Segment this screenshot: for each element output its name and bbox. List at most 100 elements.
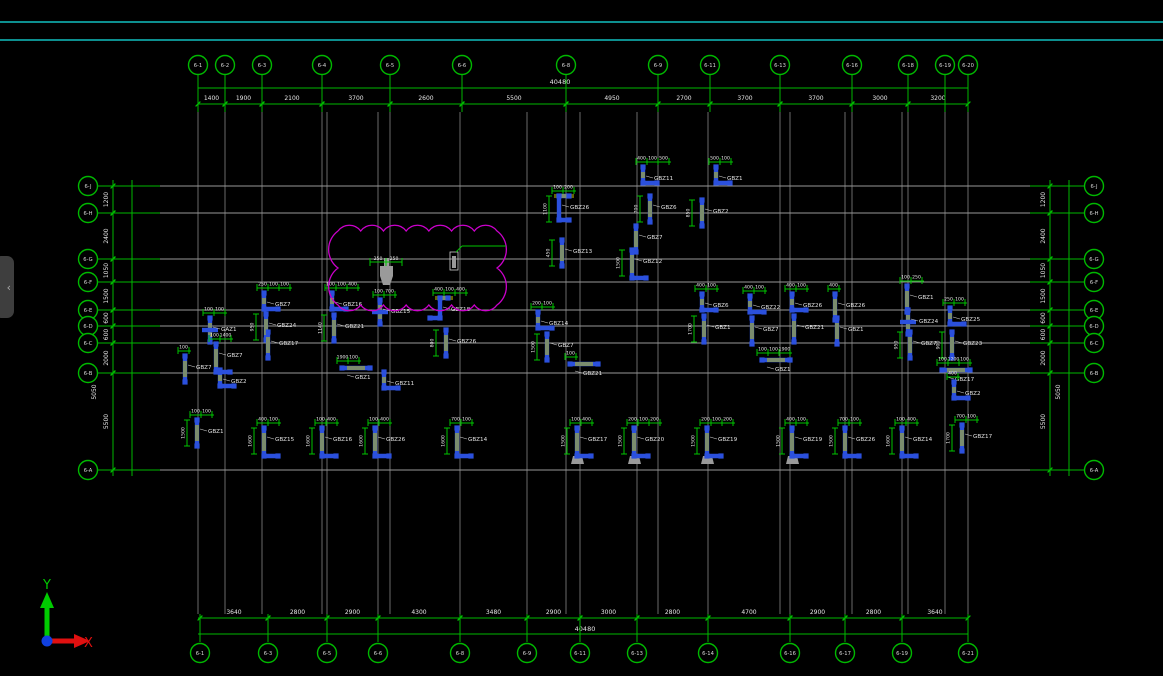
column-detail[interactable]: 100 1200 100 GBZ17: [936, 357, 975, 384]
grid-bubble[interactable]: 6-B: [77, 362, 99, 384]
column-detail[interactable]: 950 GBZ24: [250, 311, 297, 343]
grid-bubble[interactable]: 6-D: [77, 315, 99, 337]
column-detail[interactable]: 450 GBZ13: [546, 237, 593, 269]
grid-bubble[interactable]: 6-4: [311, 54, 333, 76]
grid-bubble[interactable]: 6-16: [841, 54, 863, 76]
column-detail[interactable]: 100 200 1100 GBZ26: [543, 185, 590, 223]
grid-bubble[interactable]: 6-C: [77, 332, 99, 354]
column-detail[interactable]: 1140 GBZ21: [318, 312, 365, 344]
column-detail[interactable]: 1500 GBZ7: [531, 331, 575, 363]
column-detail[interactable]: 200 100 200 1500 GBZ19: [691, 417, 738, 465]
column-detail[interactable]: 100 400 1500 GBZ17: [561, 417, 608, 465]
grid-bubble[interactable]: 6-3: [257, 642, 279, 664]
column-detail[interactable]: 700 100 1600 GBZ14: [441, 417, 488, 459]
column-detail[interactable]: GBZ2: [217, 367, 247, 389]
column-detail[interactable]: 950 GBZ7: [894, 329, 938, 361]
grid-bubble[interactable]: 6-H: [1083, 202, 1105, 224]
column-detail[interactable]: 100 1400 GBZ7: [208, 333, 243, 375]
grid-bubble[interactable]: 6-J: [1083, 175, 1105, 197]
column-detail[interactable]: 400 100 500 GBZ11: [635, 156, 674, 186]
grid-bubble[interactable]: 6-1: [187, 54, 209, 76]
column-detail[interactable]: 400 GBZ2: [946, 371, 981, 401]
column-detail[interactable]: 900 GBZ23: [936, 329, 983, 361]
column-detail[interactable]: GBZ11: [381, 369, 415, 391]
grid-bubble[interactable]: 6-20: [957, 54, 979, 76]
column-detail[interactable]: 850 GBZ2: [686, 197, 729, 229]
grid-bubble[interactable]: 6-F: [77, 271, 99, 293]
grid-bubble[interactable]: 6-3: [251, 54, 273, 76]
grid-bubble[interactable]: 6-F: [1083, 271, 1105, 293]
grid-bubble[interactable]: 6-16: [779, 642, 801, 664]
grid-bubble[interactable]: 6-14: [697, 642, 719, 664]
column-detail[interactable]: GBZ7: [749, 315, 779, 347]
grid-bubble[interactable]: 6-11: [699, 54, 721, 76]
grid-bubble[interactable]: 6-D: [1083, 315, 1105, 337]
column-detail[interactable]: 200 100 GBZ14: [530, 301, 569, 331]
grid-bubble[interactable]: 6-18: [897, 54, 919, 76]
grid-bubble[interactable]: 6-6: [367, 642, 389, 664]
revision-cloud[interactable]: 250 250: [328, 224, 507, 312]
column-detail[interactable]: 400 GBZ26: [827, 283, 866, 323]
grid-bubble[interactable]: 6-19: [891, 642, 913, 664]
column-detail[interactable]: 100 400 1600 GBZ14: [886, 417, 933, 459]
grid-bubble[interactable]: 6-13: [769, 54, 791, 76]
column-detail[interactable]: 400 100 1500 GBZ19: [776, 417, 823, 465]
column-detail[interactable]: 200 100 200 1500 GBZ20: [618, 417, 665, 465]
grid-bubble[interactable]: 6-5: [379, 54, 401, 76]
grid-bubble[interactable]: 6-21: [957, 642, 979, 664]
grid-bubble[interactable]: 6-19: [934, 54, 956, 76]
grid-bubble[interactable]: 6-5: [316, 642, 338, 664]
grid-bubble[interactable]: 6-11: [569, 642, 591, 664]
grid-bubble[interactable]: 6-2: [214, 54, 236, 76]
column-detail[interactable]: 1700 GBZ1: [688, 313, 732, 345]
column-detail[interactable]: 700 100 1700 GBZ17: [946, 414, 993, 454]
column-detail[interactable]: 400 100 GBZ22: [742, 285, 780, 315]
column-detail[interactable]: GBZ1: [834, 315, 864, 347]
column-detail[interactable]: 400 100 GBZ6: [694, 283, 729, 313]
grid-bubble[interactable]: 6-G: [77, 248, 99, 270]
grid-bubble[interactable]: 6-J: [77, 175, 99, 197]
column-detail[interactable]: GBZ21: [791, 313, 825, 345]
grid-bubble[interactable]: 6-A: [77, 459, 99, 481]
grid-bubble[interactable]: 6-9: [516, 642, 538, 664]
column-detail[interactable]: GBZ17: [265, 329, 299, 361]
column-detail[interactable]: 250 100 GBZ25: [942, 297, 981, 327]
column-detail[interactable]: GBZ7: [633, 223, 663, 255]
column-detail[interactable]: GBZ24: [900, 307, 939, 337]
grid-bubble[interactable]: 6-1: [189, 642, 211, 664]
column-detail[interactable]: 700 GBZ6: [634, 193, 678, 225]
grid-bubble[interactable]: 6-H: [77, 202, 99, 224]
column-detail[interactable]: 800 GBZ26: [430, 327, 477, 359]
column-detail[interactable]: 400 100 GBZ26: [784, 283, 823, 313]
column-detail[interactable]: 700 100 1500 GBZ26: [829, 417, 876, 459]
grid-bubble[interactable]: 6-9: [647, 54, 669, 76]
panel-collapse-tab[interactable]: ‹: [0, 256, 14, 318]
grid-bubble[interactable]: 6-6: [451, 54, 473, 76]
column-detail[interactable]: 100 100 1500 GBZ1: [181, 409, 225, 449]
grid-bubble[interactable]: 6-17: [834, 642, 856, 664]
column-detail[interactable]: 100 250 GBZ1: [899, 275, 934, 315]
column-detail[interactable]: 400 100 1600 GBZ15: [248, 417, 295, 459]
grid-bubble[interactable]: 6-8: [449, 642, 471, 664]
grid-bubble[interactable]: 6-C: [1083, 332, 1105, 354]
grid-bubble[interactable]: 6-B: [1083, 362, 1105, 384]
column-detail[interactable]: 1500 GBZ12: [616, 247, 663, 281]
grid-bubble[interactable]: 6-8: [555, 54, 577, 76]
grid-bubble[interactable]: 6-13: [626, 642, 648, 664]
column-detail[interactable]: 500 100 GBZ1: [708, 156, 743, 186]
column-detail[interactable]: 100 GBZ21: [564, 351, 603, 378]
grid-bubble[interactable]: 6-G: [1083, 248, 1105, 270]
grid-bubble[interactable]: 6-A: [1083, 459, 1105, 481]
column-detail[interactable]: 1900 100 GBZ1: [336, 355, 373, 382]
column-detail[interactable]: 100 GBZ7: [177, 345, 212, 385]
column-cap: [556, 217, 562, 223]
column-detail[interactable]: 100 400 1600 GBZ16: [306, 417, 353, 459]
column-detail[interactable]: 100 400 1600 GBZ26: [359, 417, 406, 459]
column-detail[interactable]: 100 700 GBZ15: [372, 289, 411, 327]
dimension-text: 1400: [204, 95, 219, 102]
